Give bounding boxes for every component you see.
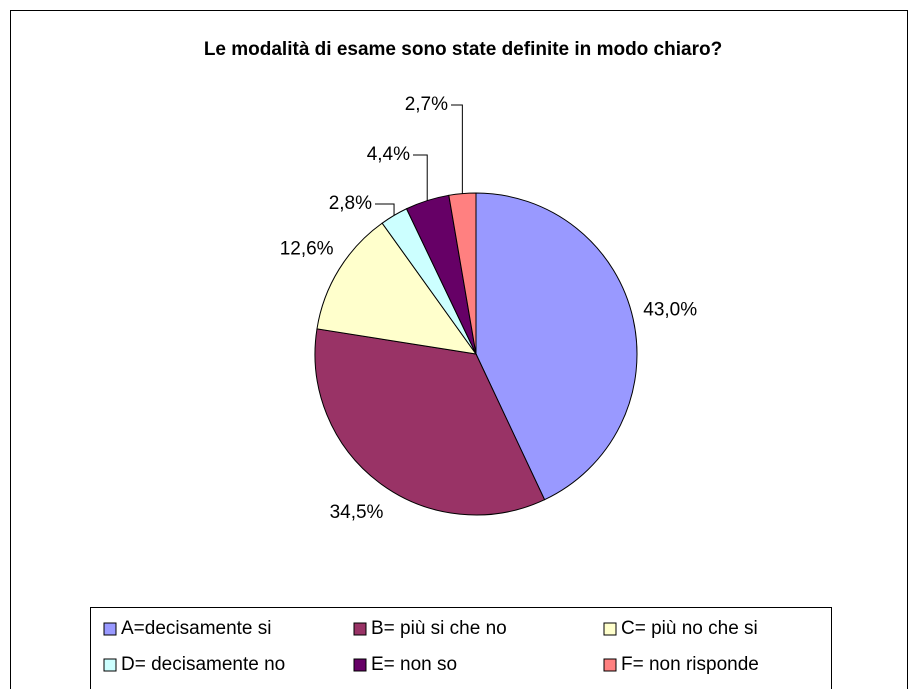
pie-slice [316, 222, 478, 355]
pie-slice [475, 192, 638, 501]
legend-swatch [353, 622, 367, 636]
legend-label: D= decisamente no [121, 654, 285, 675]
legend-label: E= non so [371, 654, 457, 675]
data-label: 43,0% [643, 300, 697, 321]
legend-label: F= non risponde [621, 654, 759, 675]
data-label: 12,6% [280, 239, 334, 260]
legend-swatch [603, 622, 617, 636]
legend-label: C= più no che si [621, 618, 758, 639]
data-label: 4,4% [367, 144, 410, 165]
legend-swatch [353, 658, 367, 672]
leader-line [451, 104, 463, 194]
chart-title: Le modalità di esame sono state definite… [204, 39, 722, 60]
legend-label: B= più si che no [371, 618, 507, 639]
legend-swatch [103, 622, 117, 636]
legend-swatch [103, 658, 117, 672]
legend-swatch [603, 658, 617, 672]
data-label: 2,7% [405, 94, 448, 115]
leader-line [413, 154, 428, 201]
leader-line [375, 203, 395, 216]
pie-slice [314, 328, 546, 516]
legend-box [90, 607, 832, 689]
data-label: 34,5% [330, 502, 384, 523]
legend-label: A=decisamente si [121, 618, 272, 639]
data-label: 2,8% [329, 193, 372, 214]
